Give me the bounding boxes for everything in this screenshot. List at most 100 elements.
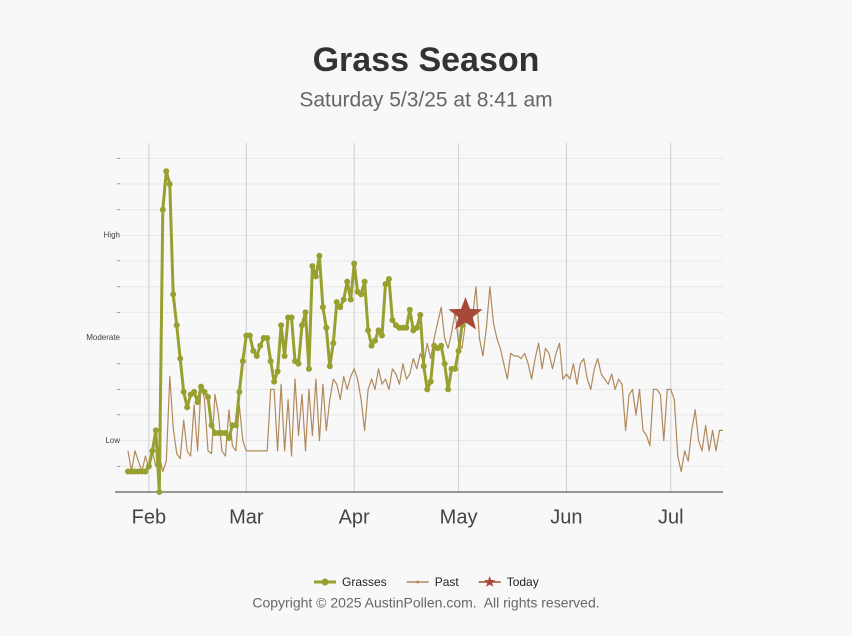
data-point [326,363,333,370]
data-point [427,378,434,385]
data-point [340,296,347,303]
data-point [309,263,316,270]
data-point [232,422,239,429]
data-point [142,468,149,475]
data-point [194,399,201,406]
data-point [455,347,462,354]
data-point [452,365,459,372]
y-tick-label: - [117,461,120,470]
legend-label: Past [435,575,460,589]
x-tick-label: Apr [339,506,370,528]
data-point [236,388,243,395]
data-point [225,435,232,442]
chart-subtitle: Saturday 5/3/25 at 8:41 am [299,89,552,112]
data-point [156,489,163,495]
data-point [295,360,302,367]
data-point [420,363,427,370]
data-point [222,429,229,436]
data-point [365,327,372,334]
legend-marker [484,576,496,587]
data-point [271,378,278,385]
data-point [337,304,344,311]
data-point [173,322,180,329]
data-point [316,252,323,259]
data-point [319,304,326,311]
data-point [413,324,420,331]
data-point [302,309,309,316]
data-point [330,340,337,347]
data-point [149,447,156,454]
data-point [441,360,448,367]
y-tick-label: Low [105,436,120,445]
data-point [208,422,215,429]
data-point [170,291,177,298]
data-point [445,386,452,393]
data-point [372,337,379,344]
x-tick-label: Jun [550,506,582,528]
data-point [358,291,365,298]
data-point [250,347,257,354]
y-tick-label: - [117,282,120,291]
legend-marker [416,580,420,584]
data-point [274,368,281,375]
data-point [239,358,246,365]
data-point [375,327,382,334]
y-tick-label: - [117,359,120,368]
data-point [264,335,271,342]
data-point [201,388,208,395]
y-tick-label: - [117,307,120,316]
data-point [246,332,253,339]
legend-marker [321,578,329,586]
data-point [198,383,205,390]
data-point [438,342,445,349]
data-point [389,317,396,324]
y-tick-label: - [117,154,120,163]
data-point [257,342,264,349]
y-tick-label: - [117,205,120,214]
data-point [347,296,354,303]
data-point [145,463,152,470]
data-point [385,276,392,283]
data-point [351,260,358,267]
legend-label: Grasses [342,575,387,589]
y-tick-label: High [104,230,120,239]
data-point [180,388,187,395]
data-point [323,324,330,331]
x-tick-label: Mar [229,506,264,528]
data-point [382,281,389,288]
data-point [253,352,260,359]
data-point [333,299,340,306]
y-tick-label: - [117,256,120,265]
data-point [288,314,295,321]
data-point [159,206,166,213]
data-point [163,168,170,175]
data-point [177,355,184,362]
data-point [152,427,159,434]
data-point [379,332,386,339]
data-point [166,181,173,188]
y-tick-label: Moderate [86,333,120,342]
data-point [191,388,198,395]
x-tick-label: Feb [132,506,166,528]
y-tick-label: - [117,384,120,393]
legend-label: Today [507,575,539,589]
today-star [448,296,483,330]
data-point [298,322,305,329]
data-point [424,386,431,393]
data-point [205,394,212,401]
y-tick-label: - [117,179,120,188]
legend: Grasses Past Today [314,575,539,589]
x-tick-label: May [440,506,478,528]
data-point [267,358,274,365]
data-point [278,322,285,329]
data-point [184,404,191,411]
data-point [403,324,410,331]
data-point [368,342,375,349]
data-point [312,273,319,280]
data-point [406,306,413,313]
data-point [305,365,312,372]
chart-title: Grass Season [313,41,540,79]
footer: Copyright © 2025 AustinPollen.com. All r… [252,595,599,611]
